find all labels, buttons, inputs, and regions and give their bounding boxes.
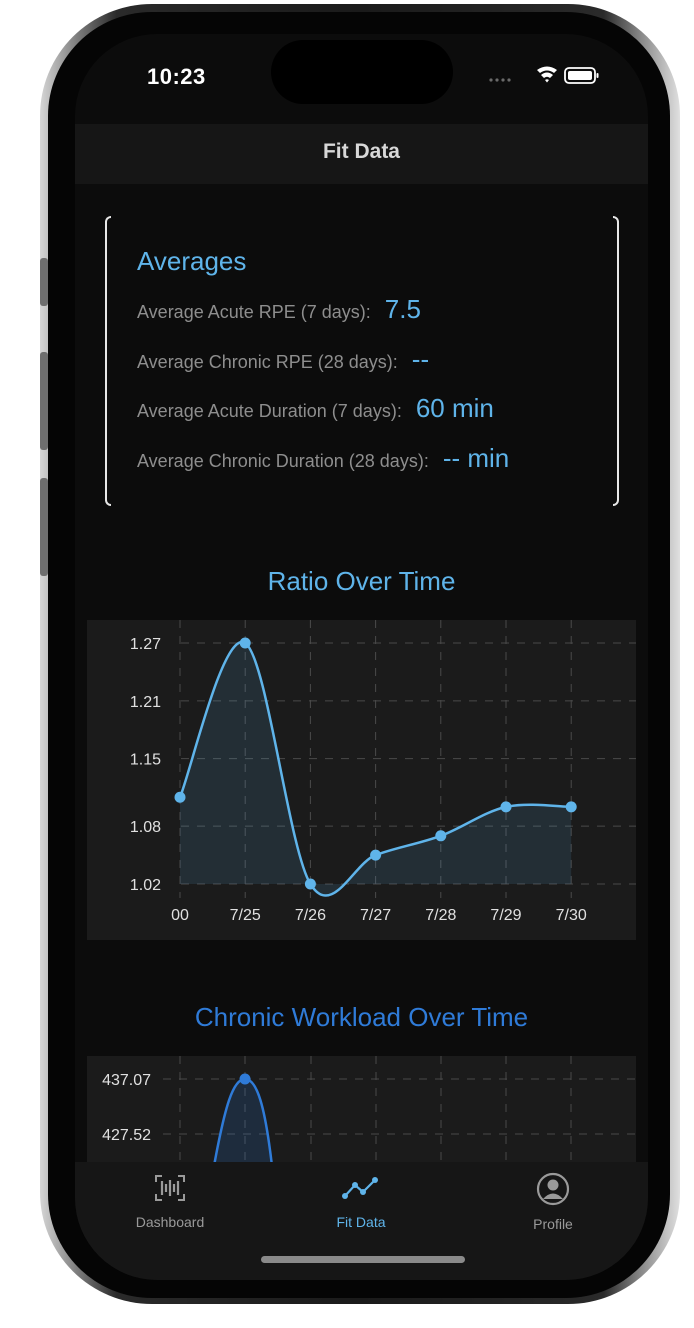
averages-card: Averages Average Acute RPE (7 days): 7.5… (105, 216, 619, 506)
x-tick-label: 7/29 (490, 907, 521, 924)
avg-chronic-rpe-row: Average Chronic RPE (28 days): -- (137, 344, 429, 380)
avg-value: -- (411, 344, 430, 374)
y-tick-label: 1.02 (130, 877, 161, 894)
tab-bar: Dashboard Fit Data Profile (75, 1162, 648, 1280)
avg-label: Average Chronic RPE (28 days): (137, 352, 398, 372)
tab-label: Fit Data (336, 1214, 386, 1230)
ratio-chart-svg: 1.27 1.21 1.15 1.08 1.02 00 7/25 7/26 7/27 7/28 7/… (130, 620, 636, 924)
volume-up-button (40, 352, 48, 450)
ratio-data-point (370, 849, 382, 861)
averages-title: Averages (137, 246, 247, 276)
ratio-series-line (178, 640, 572, 897)
status-time: 10:23 (147, 64, 206, 89)
wifi-icon (537, 66, 557, 83)
avg-value: 7.5 (384, 294, 421, 324)
x-tick-label: 00 (171, 907, 189, 924)
workload-data-point (239, 1073, 251, 1085)
x-tick-label: 7/30 (556, 907, 587, 924)
barcode-icon (155, 1175, 185, 1201)
y-tick-label: 1.21 (130, 694, 161, 711)
volume-down-button (40, 478, 48, 576)
ratio-chart-title: Ratio Over Time (267, 566, 456, 596)
x-tick-label: 7/27 (360, 907, 391, 924)
signal-dots-icon (489, 78, 511, 82)
y-tick-label: 1.27 (130, 636, 161, 653)
x-tick-label: 7/25 (230, 907, 261, 924)
tab-label: Profile (533, 1216, 573, 1232)
ratio-data-point (304, 878, 316, 890)
screen: 10:23 Fit Data Averages Average Acute (75, 34, 648, 1280)
profile-icon (536, 1172, 570, 1206)
dynamic-island (271, 40, 453, 104)
avg-chronic-duration-row: Average Chronic Duration (28 days): -- m… (137, 443, 509, 479)
ratio-data-point (500, 801, 512, 813)
bracket-right (613, 216, 619, 506)
y-tick-label: 1.08 (130, 819, 161, 836)
avg-acute-rpe-row: Average Acute RPE (7 days): 7.5 (137, 294, 421, 330)
tab-label: Dashboard (135, 1214, 205, 1230)
ratio-area (180, 641, 572, 896)
silent-switch (40, 258, 48, 306)
ratio-data-point (174, 791, 186, 803)
ratio-data-point (435, 830, 447, 842)
tab-dashboard[interactable]: Dashboard (100, 1172, 240, 1230)
x-tick-label: 7/28 (425, 907, 456, 924)
avg-label: Average Acute Duration (7 days): (137, 401, 402, 421)
avg-acute-duration-row: Average Acute Duration (7 days): 60 min (137, 393, 494, 429)
y-tick-label: 1.15 (130, 752, 161, 769)
workload-chart-svg: 437.07 427.52 (102, 1056, 636, 1166)
ratio-data-point (239, 637, 251, 649)
navigation-bar: Fit Data (75, 124, 648, 184)
workload-chart: 437.07 427.52 (87, 1056, 636, 1166)
avg-label: Average Acute RPE (7 days): (137, 302, 371, 322)
x-tick-label: 7/26 (295, 907, 326, 924)
avg-label: Average Chronic Duration (28 days): (137, 451, 429, 471)
nav-title: Fit Data (322, 140, 400, 163)
workload-area (214, 1079, 272, 1166)
line-chart-icon (342, 1177, 378, 1199)
status-icons (489, 66, 599, 84)
avg-value: 60 min (415, 393, 494, 423)
status-bar: 10:23 (75, 34, 648, 124)
avg-value: -- min (442, 443, 510, 473)
workload-chart-title: Chronic Workload Over Time (194, 1002, 529, 1032)
tab-fit-data[interactable]: Fit Data (291, 1172, 431, 1230)
bracket-left (105, 216, 111, 506)
y-tick-label: 427.52 (102, 1127, 151, 1144)
y-tick-label: 437.07 (102, 1072, 151, 1089)
tab-profile[interactable]: Profile (483, 1172, 623, 1232)
battery-icon (564, 67, 599, 84)
ratio-data-point (565, 801, 577, 813)
home-indicator (261, 1256, 465, 1263)
ratio-chart: 1.27 1.21 1.15 1.08 1.02 00 7/25 7/26 7/27 7/28 7/… (87, 620, 636, 940)
